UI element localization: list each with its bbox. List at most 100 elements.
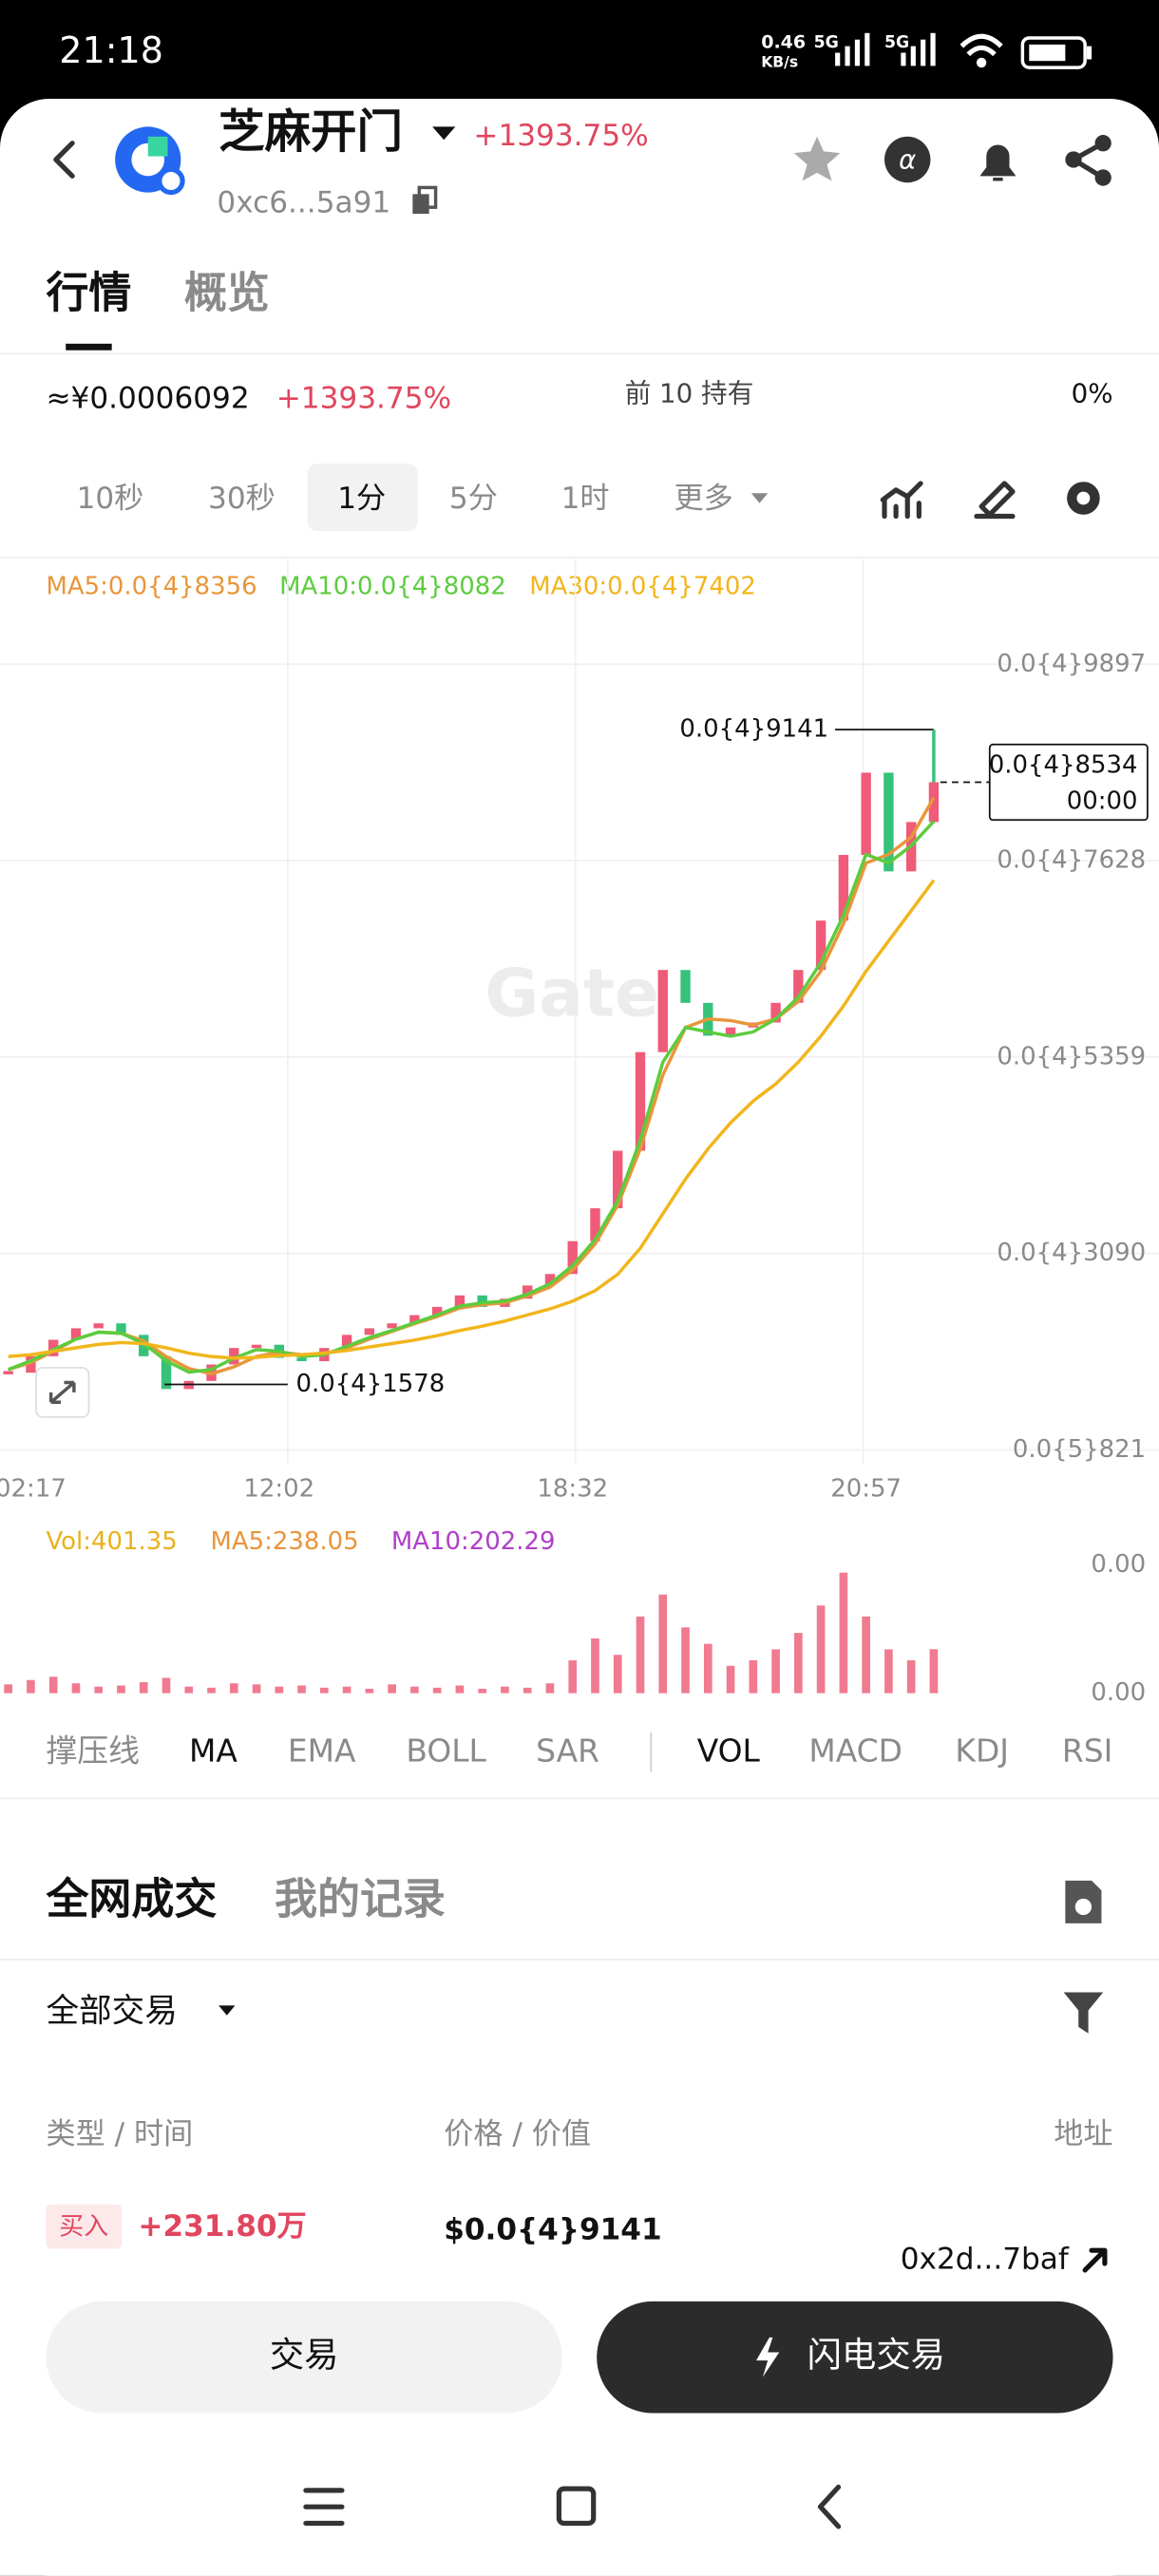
price-change: +1393.75% (276, 382, 451, 416)
token-title[interactable]: 芝麻开门 (218, 105, 403, 159)
indicator-tab[interactable]: SAR (536, 1732, 599, 1769)
volume-bar (636, 1616, 645, 1694)
volume-bar (568, 1659, 578, 1694)
flash-icon (756, 2337, 780, 2377)
nav-back[interactable] (817, 2484, 842, 2529)
settings-button[interactable] (1067, 482, 1100, 515)
candle (770, 1002, 781, 1023)
legend-entry: MA10:0.0{4}8082 (279, 572, 506, 600)
y-tick-label: 0.0{4}5359 (997, 1042, 1146, 1070)
indicator-tab[interactable]: RSI (1062, 1732, 1112, 1769)
indicator-tab-active[interactable]: VOL (697, 1732, 761, 1769)
volume-bar (184, 1686, 194, 1694)
candle (613, 1150, 623, 1209)
indicator-tab[interactable]: KDJ (955, 1732, 1009, 1769)
volume-bar (794, 1633, 803, 1694)
trades-tab-active[interactable]: 全网成交 (45, 1873, 217, 1923)
volume-bar (207, 1687, 216, 1694)
tab-active[interactable]: 行情 (46, 268, 131, 318)
share-button[interactable] (1065, 135, 1112, 186)
candle (116, 1323, 126, 1335)
token-change: +1393.75% (473, 119, 648, 153)
candle (26, 1355, 36, 1373)
indicator-tab-active[interactable]: MA (189, 1732, 238, 1769)
volume-axis-label: 0.00 (1091, 1550, 1146, 1579)
interval[interactable]: 5分 (449, 482, 498, 516)
dropdown-caret[interactable] (432, 126, 456, 141)
volume-bar (478, 1688, 486, 1694)
candle (3, 1371, 13, 1374)
candle (884, 772, 894, 872)
clock: 21:18 (59, 29, 163, 71)
volume-bar (839, 1572, 848, 1694)
candle (93, 1323, 104, 1329)
net-unit: KB/s (761, 53, 798, 70)
back-button[interactable] (53, 141, 75, 179)
interval[interactable]: 30秒 (208, 482, 276, 516)
indicator-tab[interactable]: EMA (288, 1732, 356, 1769)
volume-bar (297, 1685, 306, 1694)
draw-button[interactable] (974, 481, 1016, 520)
candle (793, 970, 804, 1003)
favorite-button[interactable] (793, 136, 841, 181)
svg-text:α: α (899, 144, 916, 176)
candle (544, 1274, 556, 1286)
history-icon[interactable] (1065, 1880, 1102, 1923)
volume-bar (229, 1683, 238, 1694)
flash-trade-label[interactable]: 闪电交易 (808, 2335, 945, 2376)
interval[interactable]: 1时 (561, 482, 610, 516)
candle (454, 1295, 466, 1307)
watermark: Gate (484, 957, 659, 1032)
volume-bar (681, 1627, 690, 1694)
candle (815, 920, 826, 971)
indicator-tab[interactable]: BOLL (406, 1732, 486, 1769)
tab[interactable]: 概览 (184, 268, 270, 318)
external-link-icon[interactable] (1082, 2247, 1108, 2273)
flash-trade-button[interactable] (597, 2301, 1113, 2414)
ma-line (8, 879, 936, 1360)
side-tag (46, 2204, 123, 2249)
volume-bar (522, 1687, 532, 1694)
trade-button[interactable] (46, 2301, 562, 2414)
interval-active[interactable]: 1分 (337, 482, 386, 516)
indicator-button[interactable] (880, 481, 923, 520)
interval[interactable]: 10秒 (77, 482, 144, 516)
alert-button[interactable] (979, 144, 1016, 181)
interval-more[interactable]: 更多 (674, 482, 733, 516)
trade-address[interactable]: 0x2d...7baf (901, 2243, 1070, 2277)
candle (725, 1027, 736, 1036)
filter-icon[interactable] (1063, 1992, 1104, 2034)
network: 5G (884, 33, 909, 52)
volume-bar (545, 1683, 555, 1694)
volume-legend: Vol:401.35 (46, 1527, 177, 1556)
volume-bar (929, 1649, 939, 1694)
candle (657, 970, 668, 1052)
holders-value: 0% (1072, 377, 1113, 408)
legend-entry: MA5:0.0{4}8356 (46, 572, 256, 600)
volume-bar (906, 1659, 916, 1694)
expand-button[interactable] (35, 1367, 90, 1418)
candle (341, 1335, 352, 1349)
volume-bar (816, 1605, 826, 1694)
column-header: 地址 (1054, 2117, 1112, 2151)
trades-tab[interactable]: 我的记录 (275, 1873, 446, 1923)
trade-button-label[interactable]: 交易 (270, 2335, 339, 2376)
volume-legend: MA10:202.29 (391, 1527, 556, 1556)
filter-dropdown[interactable]: 全部交易 (46, 1992, 177, 2030)
trade-amount: +231.80万 (138, 2209, 306, 2244)
volume-bar (613, 1655, 622, 1694)
indicator-tab[interactable]: MACD (808, 1732, 902, 1769)
copy-icon[interactable] (412, 185, 438, 215)
volume-bar (591, 1638, 599, 1694)
nav-home[interactable] (556, 2486, 597, 2527)
volume-legend: MA5:238.05 (211, 1527, 359, 1556)
alpha-button[interactable]: α (884, 136, 931, 183)
indicator-tab[interactable]: 撑压线 (46, 1732, 140, 1769)
interval-selected-bg (307, 464, 418, 532)
nav-menu[interactable] (303, 2488, 345, 2527)
candle (229, 1348, 239, 1365)
candle (409, 1315, 420, 1324)
volume-bar (862, 1616, 870, 1694)
column-header: 类型 / 时间 (46, 2117, 193, 2151)
